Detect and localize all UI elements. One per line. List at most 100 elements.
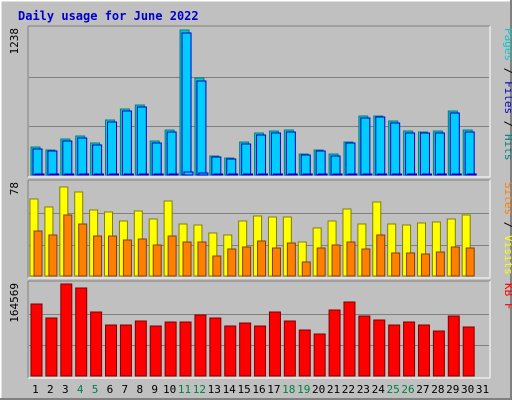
bar xyxy=(93,235,103,277)
bar xyxy=(451,173,462,176)
bar xyxy=(182,241,192,277)
bar xyxy=(301,261,311,277)
bar xyxy=(166,131,177,176)
bar xyxy=(164,321,177,377)
series-sites xyxy=(33,214,475,277)
bar xyxy=(77,137,88,176)
bar xyxy=(417,324,430,377)
bar xyxy=(107,121,118,176)
bar xyxy=(287,173,298,176)
x-day-label: 19 xyxy=(297,383,310,396)
chart-panels: 1238 Pages / Files / Hits 78 Sites / Visits… xyxy=(8,25,512,379)
bar xyxy=(298,329,311,377)
x-day-label: 1 xyxy=(32,383,39,396)
bar xyxy=(407,173,418,176)
x-day-label: 7 xyxy=(122,383,129,396)
bar xyxy=(226,158,237,176)
bar xyxy=(375,116,386,176)
bar xyxy=(317,173,328,176)
bar xyxy=(63,214,73,277)
y-axis-label: Sites / Visits xyxy=(502,182,512,275)
y-axis-label-part: / xyxy=(502,215,512,235)
bar xyxy=(254,325,267,377)
bar xyxy=(258,173,269,176)
bar xyxy=(316,247,326,277)
bar xyxy=(33,230,43,277)
y-max-label: 78 xyxy=(8,182,21,195)
bar xyxy=(449,112,460,176)
bar xyxy=(242,246,252,277)
bar xyxy=(256,134,267,176)
bar xyxy=(285,131,296,176)
bar xyxy=(328,309,341,377)
bar xyxy=(183,171,194,176)
bar xyxy=(392,173,403,176)
bar xyxy=(390,122,401,176)
y-axis-label-part: Hits xyxy=(502,134,512,161)
series-files xyxy=(32,32,475,176)
bar xyxy=(419,132,430,176)
bar xyxy=(405,132,416,176)
x-day-label: 3 xyxy=(62,383,69,396)
bar xyxy=(149,325,162,377)
y-axis-label-part: / xyxy=(502,114,512,134)
bar xyxy=(212,255,222,277)
bar xyxy=(332,173,343,176)
bar xyxy=(94,173,105,176)
chart-title: Daily usage for June 2022 xyxy=(18,9,199,23)
bar xyxy=(122,239,132,277)
bar xyxy=(465,247,475,277)
bar xyxy=(330,155,341,176)
bar xyxy=(213,173,224,176)
bar xyxy=(466,173,477,176)
bar xyxy=(62,140,73,176)
x-day-label: 20 xyxy=(312,383,325,396)
bar xyxy=(48,234,58,277)
bar xyxy=(179,321,192,377)
bar xyxy=(403,321,416,377)
bar xyxy=(447,315,460,377)
bar xyxy=(241,143,252,176)
bar xyxy=(435,251,445,277)
bar xyxy=(209,317,222,377)
bar xyxy=(243,173,254,176)
bar xyxy=(181,32,192,176)
bar xyxy=(300,154,311,176)
bar xyxy=(79,173,90,176)
x-day-label: 26 xyxy=(401,383,414,396)
y-axis-label: Pages / Files / Hits xyxy=(502,28,512,161)
bar xyxy=(121,110,132,176)
bar xyxy=(34,173,45,176)
x-day-label: 2 xyxy=(47,383,54,396)
bar xyxy=(108,235,118,277)
bar xyxy=(211,156,222,176)
x-day-label: 5 xyxy=(92,383,99,396)
bar xyxy=(137,238,147,277)
bar xyxy=(343,301,356,377)
x-day-label: 27 xyxy=(416,383,429,396)
bar xyxy=(432,330,445,377)
bar xyxy=(228,173,239,176)
bar xyxy=(361,248,371,277)
bar xyxy=(109,173,120,176)
bar xyxy=(92,144,103,176)
panel-visits-sites: 78 Sites / Visits xyxy=(8,179,512,279)
bar xyxy=(360,117,371,176)
bar xyxy=(391,252,401,277)
y-axis-label-part: KB F xyxy=(502,283,512,310)
series-pages xyxy=(34,171,477,176)
bar xyxy=(373,319,386,377)
bar xyxy=(60,283,73,377)
bar xyxy=(30,303,43,377)
bar xyxy=(167,235,177,277)
y-axis-label: KB F xyxy=(502,283,512,310)
x-day-label: 6 xyxy=(107,383,114,396)
x-axis-day-labels: 1 2 3 4 5 6 7 8 9 10 11 12 13 14 15 16 17 18 19 20 21 22 23 24 2… xyxy=(32,383,489,396)
bar xyxy=(331,244,341,277)
bar xyxy=(134,320,147,377)
bar xyxy=(272,173,283,176)
x-day-label: 18 xyxy=(282,383,295,396)
x-day-label: 11 xyxy=(178,383,191,396)
bar xyxy=(194,314,207,377)
y-axis-label-part: Pages xyxy=(502,28,512,61)
